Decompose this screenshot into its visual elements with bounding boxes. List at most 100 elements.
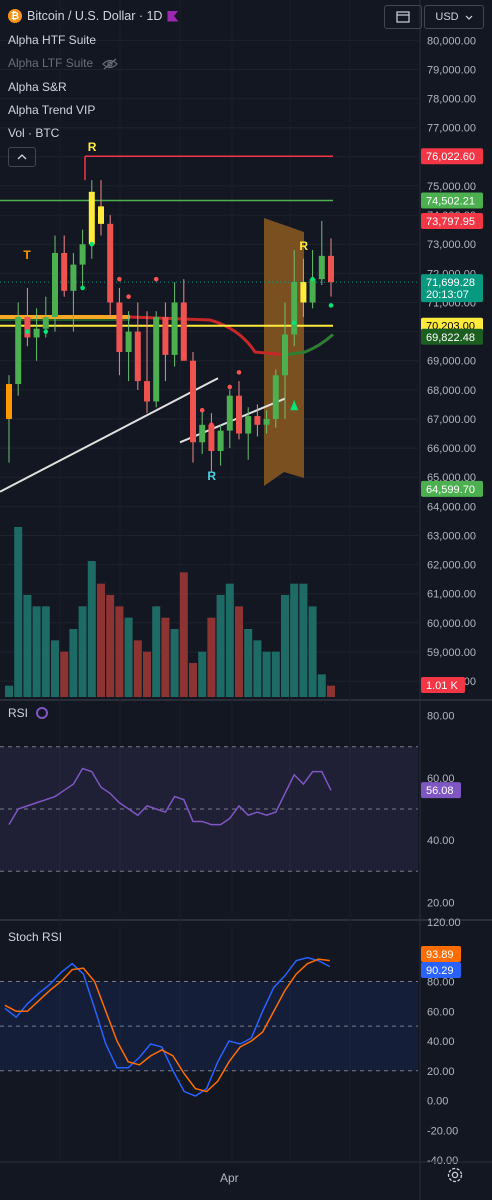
candle-body	[309, 279, 316, 303]
volume-bar	[170, 629, 179, 697]
price-labels: 76,022.60 74,502.21 73,797.95 71,699.2820:1…	[421, 148, 483, 497]
volume-bar	[281, 595, 289, 697]
volume-bar	[41, 606, 50, 697]
volume-bar	[5, 685, 13, 697]
candle-body	[300, 282, 307, 303]
volume-bar	[124, 617, 133, 697]
signal-dot	[291, 320, 297, 326]
candle-body	[318, 255, 325, 280]
volume-bar	[317, 674, 326, 697]
volume-bar	[299, 583, 308, 697]
indicator-alpha-ltf-suite[interactable]: Alpha LTF Suite	[8, 56, 118, 70]
signal-annotation: R	[299, 239, 308, 253]
stoch-tick-label: -40.00	[427, 1155, 458, 1167]
candle-body	[190, 360, 196, 443]
volume-bar	[271, 651, 280, 697]
candle-body	[134, 331, 141, 382]
signal-dot	[126, 294, 131, 299]
y-tick-label: 59,000.00	[427, 647, 476, 659]
price-label-bg	[421, 328, 483, 345]
indicator-alpha-trend-vip[interactable]: Alpha Trend VIP	[8, 103, 96, 117]
candle-body	[125, 331, 132, 352]
volume-bar	[327, 685, 335, 697]
loop-icon[interactable]	[36, 707, 49, 719]
y-tick-label: 80,000.00	[427, 35, 476, 47]
stoch-tick-label: 20.00	[427, 1066, 455, 1078]
signal-dot	[310, 276, 315, 282]
candle-body	[171, 302, 178, 355]
y-tick-label: 77,000.00	[427, 123, 476, 135]
candle-body	[199, 424, 206, 443]
rsi-value-label: 56.08	[426, 785, 454, 797]
chart-options-button[interactable]	[384, 5, 422, 29]
candle-body	[236, 395, 242, 434]
candle-body	[180, 302, 187, 361]
stoch-tick-label: 60.00	[427, 1006, 455, 1018]
volume-bar	[106, 595, 115, 697]
candle-body	[33, 328, 40, 338]
stoch-line-d	[4, 958, 330, 1093]
indicator-volume[interactable]: Vol · BTC	[8, 126, 60, 140]
stoch-title: Stoch RSI	[8, 930, 63, 944]
price-label-text: 71,699.28	[426, 277, 475, 289]
signal-dot	[43, 329, 49, 334]
signal-dot	[181, 352, 187, 358]
volume-bar	[235, 606, 243, 697]
trend-band-green	[284, 333, 335, 357]
flag-icon[interactable]	[167, 10, 179, 22]
candle-body	[52, 252, 58, 318]
collapse-legend-button[interactable]	[8, 147, 36, 167]
volume-bar	[97, 583, 105, 697]
chevron-up-icon	[17, 154, 27, 160]
volume-bar	[60, 651, 69, 697]
candle-body	[217, 430, 224, 452]
signal-dot	[25, 329, 30, 334]
rsi-tick-label: 60.00	[427, 773, 455, 785]
indicator-alpha-htf-suite[interactable]: Alpha HTF Suite	[8, 33, 97, 47]
price-label-text: 73,797.95	[426, 216, 475, 228]
signal-annotation: T	[23, 248, 31, 262]
stoch-tick-label: 0.00	[427, 1096, 448, 1108]
y-tick-label: 67,000.00	[427, 414, 476, 426]
candle-body	[70, 264, 77, 291]
y-tick-label: 63,000.00	[427, 530, 476, 542]
signal-dot	[153, 276, 159, 282]
volume-bar	[308, 606, 317, 697]
candle-body	[291, 282, 298, 335]
candle-body	[6, 384, 12, 419]
rsi-title: RSI	[8, 706, 29, 720]
indicator-alpha-sr[interactable]: Alpha S&R	[8, 80, 67, 94]
candle-body	[61, 252, 68, 291]
y-tick-label: 73,000.00	[427, 239, 476, 251]
y-tick-label: 78,000.00	[427, 94, 476, 106]
rsi-tick-label: 40.00	[427, 835, 455, 847]
volume-bar	[23, 595, 32, 697]
volume-bar	[133, 640, 142, 697]
eye-hidden-icon[interactable]	[101, 58, 118, 70]
indicator-alpha-ltf-suite-label: Alpha LTF Suite	[8, 56, 94, 70]
rsi-value-bg	[421, 782, 461, 799]
signal-dot	[328, 303, 334, 308]
candle-body	[282, 334, 288, 376]
candle-body	[79, 244, 86, 265]
symbol-legend[interactable]: ₿ Bitcoin / U.S. Dollar · 1D	[8, 9, 179, 23]
rsi-tick-label: 80.00	[427, 711, 455, 723]
volume-bar	[161, 617, 170, 697]
bitcoin-icon: ₿	[8, 9, 22, 23]
rsi-pane-label[interactable]: RSI	[8, 706, 49, 720]
stoch-pane-label[interactable]: Stoch RSI	[8, 930, 62, 944]
y-tick-label: 66,000.00	[427, 443, 476, 455]
rsi-line	[8, 767, 332, 826]
candle-body	[254, 416, 261, 425]
volume-bar	[253, 640, 262, 697]
y-tick-label: 64,000.00	[427, 501, 476, 513]
currency-select[interactable]: USD	[424, 5, 484, 29]
stoch-tick-label: 120.00	[427, 917, 461, 929]
price-label-bg	[421, 274, 483, 303]
candle-body	[88, 191, 95, 245]
settings-gear-icon[interactable]	[446, 1166, 464, 1184]
stoch-d-value-bg	[421, 946, 461, 962]
y-tick-label: 68,000.00	[427, 385, 476, 397]
window-icon	[396, 11, 410, 23]
